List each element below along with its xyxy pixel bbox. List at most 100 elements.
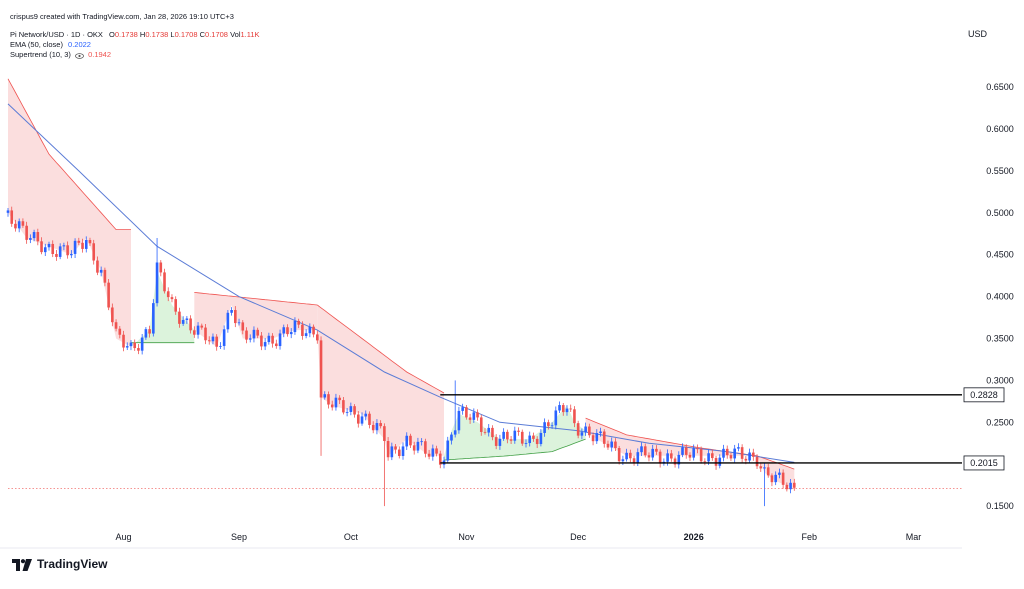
candle-body <box>785 484 789 490</box>
candle-body <box>431 448 435 457</box>
candle-body <box>770 475 774 483</box>
candle-body <box>599 431 602 434</box>
candle-body <box>73 240 77 254</box>
candle-body <box>312 326 315 335</box>
candle-body <box>703 461 707 463</box>
candle-body <box>517 430 520 432</box>
candle-body <box>781 472 785 485</box>
x-tick-label: Dec <box>570 532 587 542</box>
eye-icon[interactable] <box>75 52 84 59</box>
candle-body <box>152 303 155 334</box>
candle-body <box>491 427 494 438</box>
candle-body <box>185 318 189 320</box>
candle-body <box>446 440 450 461</box>
supertrend-line-0 <box>7 78 131 231</box>
candle-body <box>178 311 181 324</box>
candle-body <box>271 335 274 344</box>
candle-body <box>237 322 241 324</box>
price-axis[interactable]: USD 0.6500 0.6000 0.5500 0.5000 0.4500 0.4000 0… <box>968 29 1014 511</box>
candle-body <box>219 345 222 347</box>
candle-body <box>55 254 58 257</box>
legend-supertrend[interactable]: Supertrend (10, 3) 0.1942 <box>10 50 111 60</box>
candle-body <box>401 446 405 456</box>
candle-body <box>535 438 539 445</box>
candle-body <box>77 240 81 243</box>
candle-body <box>230 310 233 313</box>
candle-body <box>338 397 341 401</box>
candle-body <box>386 440 390 458</box>
candle-body <box>591 435 595 442</box>
supertrend-layer <box>7 78 795 489</box>
candle-body <box>204 327 207 341</box>
candle-body <box>137 348 140 351</box>
legend-ema[interactable]: EMA (50, close) 0.2022 <box>10 40 91 50</box>
candle-body <box>275 343 278 347</box>
candle-body <box>640 446 643 453</box>
candle-body <box>718 457 722 466</box>
candle-body <box>643 446 647 456</box>
legend-symbol-line[interactable]: Pi Network/USD · 1D · OKX O0.1738 H0.173… <box>10 30 260 40</box>
candle-body <box>722 448 725 458</box>
candle-body <box>189 318 192 331</box>
candle-body <box>368 413 371 425</box>
volume-value: 1.11K <box>240 30 260 39</box>
candle-body <box>725 448 729 456</box>
candle-body <box>263 342 267 347</box>
candle-body <box>651 448 654 458</box>
candle-body <box>476 412 479 418</box>
candle-body <box>181 319 185 324</box>
x-tick-label: Mar <box>906 532 922 542</box>
ohlc-l-label: L <box>170 30 175 39</box>
candle-body <box>163 272 166 292</box>
supertrend-fill-3 <box>317 305 444 456</box>
candle-body <box>29 238 32 240</box>
candle-body <box>565 408 569 413</box>
ema-label: EMA (50, close) <box>10 40 63 49</box>
supertrend-line-4 <box>443 438 586 461</box>
candle-body <box>207 340 211 342</box>
tradingview-brand[interactable]: TradingView <box>12 557 107 571</box>
candle-body <box>140 337 144 351</box>
ema-line <box>7 103 795 463</box>
candle-body <box>543 422 546 433</box>
supertrend-line-3 <box>317 304 445 394</box>
candle-body <box>617 448 621 462</box>
supertrend-line-2 <box>194 292 318 306</box>
candle-body <box>569 408 573 410</box>
candle-body <box>252 329 256 339</box>
y-tick-label: 0.5000 <box>986 208 1014 218</box>
candle-body <box>356 414 360 424</box>
y-tick-label: 0.4500 <box>986 250 1014 260</box>
candle-body <box>688 454 692 458</box>
candle-body <box>789 482 792 490</box>
time-axis[interactable]: Aug Sep Oct Nov Dec 2026 Feb Mar <box>0 532 962 549</box>
candle-body <box>129 342 133 347</box>
candle-body <box>159 262 163 273</box>
candle-body <box>561 405 565 413</box>
candle-body <box>133 342 137 349</box>
candle-body <box>47 243 51 248</box>
y-tick-label: 0.5500 <box>986 166 1014 176</box>
candle-body <box>301 324 304 336</box>
ohlc-o-label: O <box>109 30 115 39</box>
candle-body <box>330 404 334 408</box>
candle-body <box>371 424 375 431</box>
level-tag-box-1 <box>963 455 1005 471</box>
candle-body <box>353 406 356 415</box>
candle-body <box>520 431 524 444</box>
candle-body <box>383 426 386 441</box>
candle-body <box>684 447 688 455</box>
level-tag-0: 0.2828 <box>970 390 998 400</box>
candle-body <box>502 431 505 439</box>
tradingview-logo-icon <box>12 558 32 571</box>
supertrend-fill-4 <box>444 405 586 460</box>
candle-body <box>364 413 368 417</box>
candle-body <box>752 452 755 457</box>
candle-body <box>174 299 177 312</box>
candle-body <box>297 320 300 325</box>
x-tick-label: Feb <box>801 532 817 542</box>
candle-body <box>289 332 293 335</box>
y-tick-label: 0.1500 <box>986 501 1014 511</box>
candle-body <box>461 407 464 411</box>
